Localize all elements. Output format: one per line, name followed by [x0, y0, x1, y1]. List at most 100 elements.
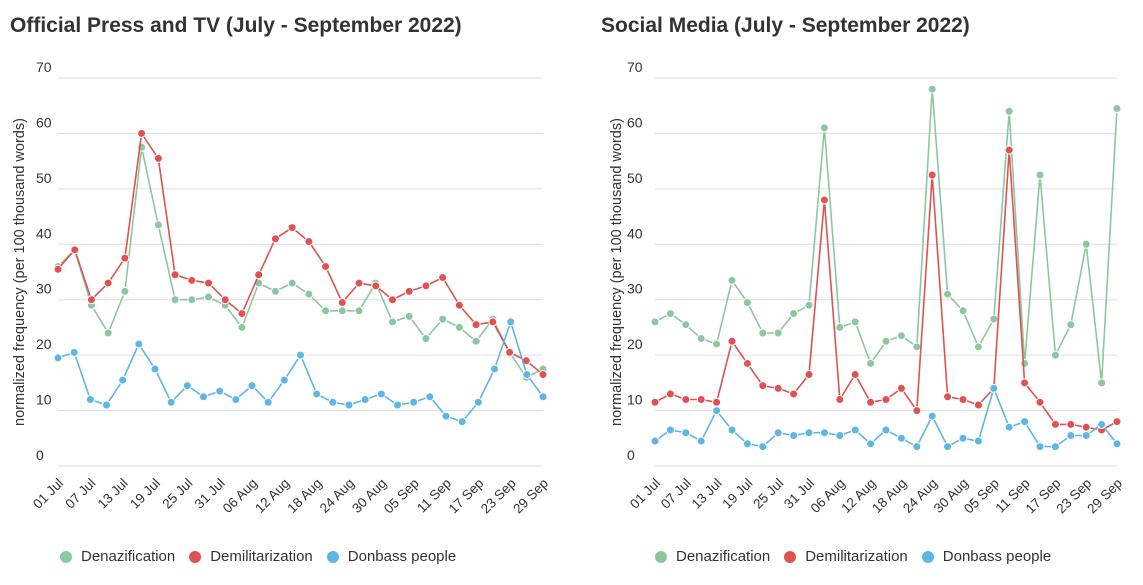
- data-point[interactable]: [457, 417, 467, 427]
- data-point[interactable]: [69, 347, 79, 357]
- data-point[interactable]: [1035, 170, 1045, 180]
- data-point[interactable]: [204, 278, 214, 288]
- data-point[interactable]: [187, 275, 197, 285]
- data-point[interactable]: [1081, 422, 1091, 432]
- data-point[interactable]: [773, 383, 783, 393]
- data-point[interactable]: [773, 428, 783, 438]
- data-point[interactable]: [312, 389, 322, 399]
- data-point[interactable]: [473, 397, 483, 407]
- data-point[interactable]: [441, 411, 451, 421]
- data-point[interactable]: [850, 317, 860, 327]
- data-point[interactable]: [789, 309, 799, 319]
- data-point[interactable]: [287, 278, 297, 288]
- data-point[interactable]: [1112, 103, 1122, 113]
- data-point[interactable]: [1020, 358, 1030, 368]
- data-point[interactable]: [86, 295, 96, 305]
- data-point[interactable]: [881, 425, 891, 435]
- data-point[interactable]: [153, 153, 163, 163]
- data-point[interactable]: [120, 286, 130, 296]
- data-point[interactable]: [321, 306, 331, 316]
- data-point[interactable]: [471, 336, 481, 346]
- data-point[interactable]: [1050, 419, 1060, 429]
- data-point[interactable]: [170, 270, 180, 280]
- data-point[interactable]: [304, 237, 314, 247]
- data-point[interactable]: [727, 425, 737, 435]
- data-point[interactable]: [896, 383, 906, 393]
- data-point[interactable]: [166, 397, 176, 407]
- data-point[interactable]: [103, 278, 113, 288]
- data-point[interactable]: [1004, 106, 1014, 116]
- data-point[interactable]: [681, 320, 691, 330]
- data-point[interactable]: [665, 425, 675, 435]
- data-point[interactable]: [973, 436, 983, 446]
- data-point[interactable]: [421, 334, 431, 344]
- data-point[interactable]: [337, 306, 347, 316]
- data-point[interactable]: [650, 317, 660, 327]
- data-point[interactable]: [354, 278, 364, 288]
- data-point[interactable]: [454, 322, 464, 332]
- data-point[interactable]: [712, 339, 722, 349]
- data-point[interactable]: [650, 436, 660, 446]
- data-point[interactable]: [337, 297, 347, 307]
- data-point[interactable]: [387, 295, 397, 305]
- data-point[interactable]: [665, 389, 675, 399]
- data-point[interactable]: [665, 309, 675, 319]
- data-point[interactable]: [989, 383, 999, 393]
- data-point[interactable]: [1081, 239, 1091, 249]
- data-point[interactable]: [404, 311, 414, 321]
- data-point[interactable]: [1020, 378, 1030, 388]
- data-point[interactable]: [989, 314, 999, 324]
- data-point[interactable]: [53, 353, 63, 363]
- data-point[interactable]: [927, 411, 937, 421]
- data-point[interactable]: [471, 320, 481, 330]
- data-point[interactable]: [912, 442, 922, 452]
- data-point[interactable]: [727, 275, 737, 285]
- data-point[interactable]: [866, 358, 876, 368]
- data-point[interactable]: [1050, 350, 1060, 360]
- data-point[interactable]: [866, 439, 876, 449]
- data-point[interactable]: [835, 431, 845, 441]
- data-point[interactable]: [454, 300, 464, 310]
- data-point[interactable]: [103, 328, 113, 338]
- data-point[interactable]: [1081, 431, 1091, 441]
- data-point[interactable]: [376, 389, 386, 399]
- data-point[interactable]: [371, 281, 381, 291]
- data-point[interactable]: [681, 428, 691, 438]
- data-point[interactable]: [1004, 422, 1014, 432]
- data-point[interactable]: [304, 289, 314, 299]
- data-point[interactable]: [1066, 419, 1076, 429]
- data-point[interactable]: [819, 195, 829, 205]
- data-point[interactable]: [1097, 378, 1107, 388]
- data-point[interactable]: [287, 223, 297, 233]
- data-point[interactable]: [1020, 417, 1030, 427]
- data-point[interactable]: [506, 317, 516, 327]
- data-point[interactable]: [137, 128, 147, 138]
- data-point[interactable]: [421, 281, 431, 291]
- data-point[interactable]: [819, 123, 829, 133]
- data-point[interactable]: [712, 406, 722, 416]
- data-point[interactable]: [789, 389, 799, 399]
- data-point[interactable]: [681, 394, 691, 404]
- data-point[interactable]: [488, 317, 498, 327]
- data-point[interactable]: [850, 370, 860, 380]
- data-point[interactable]: [958, 306, 968, 316]
- data-point[interactable]: [804, 300, 814, 310]
- data-point[interactable]: [409, 397, 419, 407]
- data-point[interactable]: [881, 336, 891, 346]
- data-point[interactable]: [650, 397, 660, 407]
- data-point[interactable]: [153, 220, 163, 230]
- data-point[interactable]: [204, 292, 214, 302]
- data-point[interactable]: [804, 428, 814, 438]
- data-point[interactable]: [712, 397, 722, 407]
- data-point[interactable]: [773, 328, 783, 338]
- data-point[interactable]: [187, 295, 197, 305]
- legend-item-donbass-people[interactable]: Donbass people: [326, 548, 456, 565]
- data-point[interactable]: [912, 406, 922, 416]
- data-point[interactable]: [85, 394, 95, 404]
- data-point[interactable]: [237, 322, 247, 332]
- data-point[interactable]: [215, 386, 225, 396]
- data-point[interactable]: [1097, 419, 1107, 429]
- data-point[interactable]: [727, 336, 737, 346]
- data-point[interactable]: [943, 442, 953, 452]
- legend-item-denazification[interactable]: Denazification: [655, 548, 770, 565]
